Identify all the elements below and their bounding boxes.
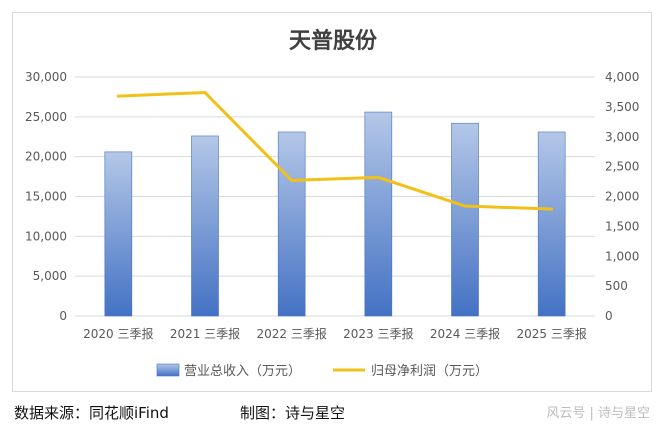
left-tick-label: 15,000 xyxy=(25,190,67,204)
profit-point xyxy=(203,91,207,95)
profit-line-path xyxy=(116,91,554,211)
gridlines xyxy=(75,76,595,317)
right-tick-label: 4,000 xyxy=(605,70,639,84)
legend: 营业总收入（万元） 归母净利润（万元） xyxy=(156,363,488,379)
x-tick-label: 2024 三季报 xyxy=(430,326,500,341)
right-tick-label: 500 xyxy=(605,279,628,293)
right-tick-label: 1,000 xyxy=(605,249,639,263)
x-axis-labels: 2020 三季报 2021 三季报 2022 三季报 2023 三季报 2024 三季报… xyxy=(83,326,587,341)
revenue-bar xyxy=(277,131,306,317)
right-tick-label: 1,500 xyxy=(605,219,639,233)
legend-swatch-revenue xyxy=(156,363,180,377)
x-tick-label: 2023 三季报 xyxy=(343,326,413,341)
right-axis-ticks: 0 500 1,000 1,500 2,000 2,500 3,000 3,500 4,000 xyxy=(605,70,639,323)
left-tick-label: 30,000 xyxy=(25,70,67,84)
right-tick-label: 2,000 xyxy=(605,190,639,204)
watermark: 风云号 | 诗与星空 xyxy=(546,406,650,421)
chart-title: 天普股份 xyxy=(289,28,378,54)
left-axis-ticks: 0 5,000 10,000 15,000 20,000 25,000 30,000 xyxy=(25,70,67,323)
left-tick-label: 10,000 xyxy=(25,229,67,243)
revenue-bar xyxy=(104,151,133,317)
profit-line xyxy=(116,91,554,211)
combo-chart: 天普股份 0 5,000 10,000 15,000 20,000 25,000 30,00… xyxy=(25,28,639,379)
revenue-bar xyxy=(191,135,219,317)
revenue-bar xyxy=(451,122,479,317)
profit-point xyxy=(463,204,467,208)
left-tick-label: 5,000 xyxy=(33,269,67,283)
revenue-bar xyxy=(537,131,566,317)
x-tick-label: 2021 三季报 xyxy=(170,326,240,341)
profit-point xyxy=(376,175,380,179)
left-tick-label: 0 xyxy=(59,309,67,323)
legend-label-revenue: 营业总收入（万元） xyxy=(184,364,301,379)
profit-point xyxy=(290,178,294,182)
chart-frame: 天普股份 0 5,000 10,000 15,000 20,000 25,000 30,00… xyxy=(12,12,652,392)
legend-label-profit: 归母净利润（万元） xyxy=(371,364,488,379)
right-tick-label: 0 xyxy=(605,309,613,323)
left-tick-label: 20,000 xyxy=(25,150,67,164)
data-source-note: 数据来源：同花顺iFind xyxy=(14,404,169,422)
chart-credit: 制图：诗与星空 xyxy=(240,404,346,422)
right-tick-label: 2,500 xyxy=(605,160,639,174)
left-tick-label: 25,000 xyxy=(25,110,67,124)
profit-point xyxy=(550,207,554,211)
x-tick-label: 2020 三季报 xyxy=(83,326,153,341)
right-tick-label: 3,000 xyxy=(605,130,639,144)
x-tick-label: 2025 三季报 xyxy=(516,326,586,341)
x-tick-label: 2022 三季报 xyxy=(256,326,326,341)
bars xyxy=(104,111,566,317)
right-tick-label: 3,500 xyxy=(605,100,639,114)
profit-point xyxy=(116,94,120,98)
revenue-bar xyxy=(364,111,393,317)
